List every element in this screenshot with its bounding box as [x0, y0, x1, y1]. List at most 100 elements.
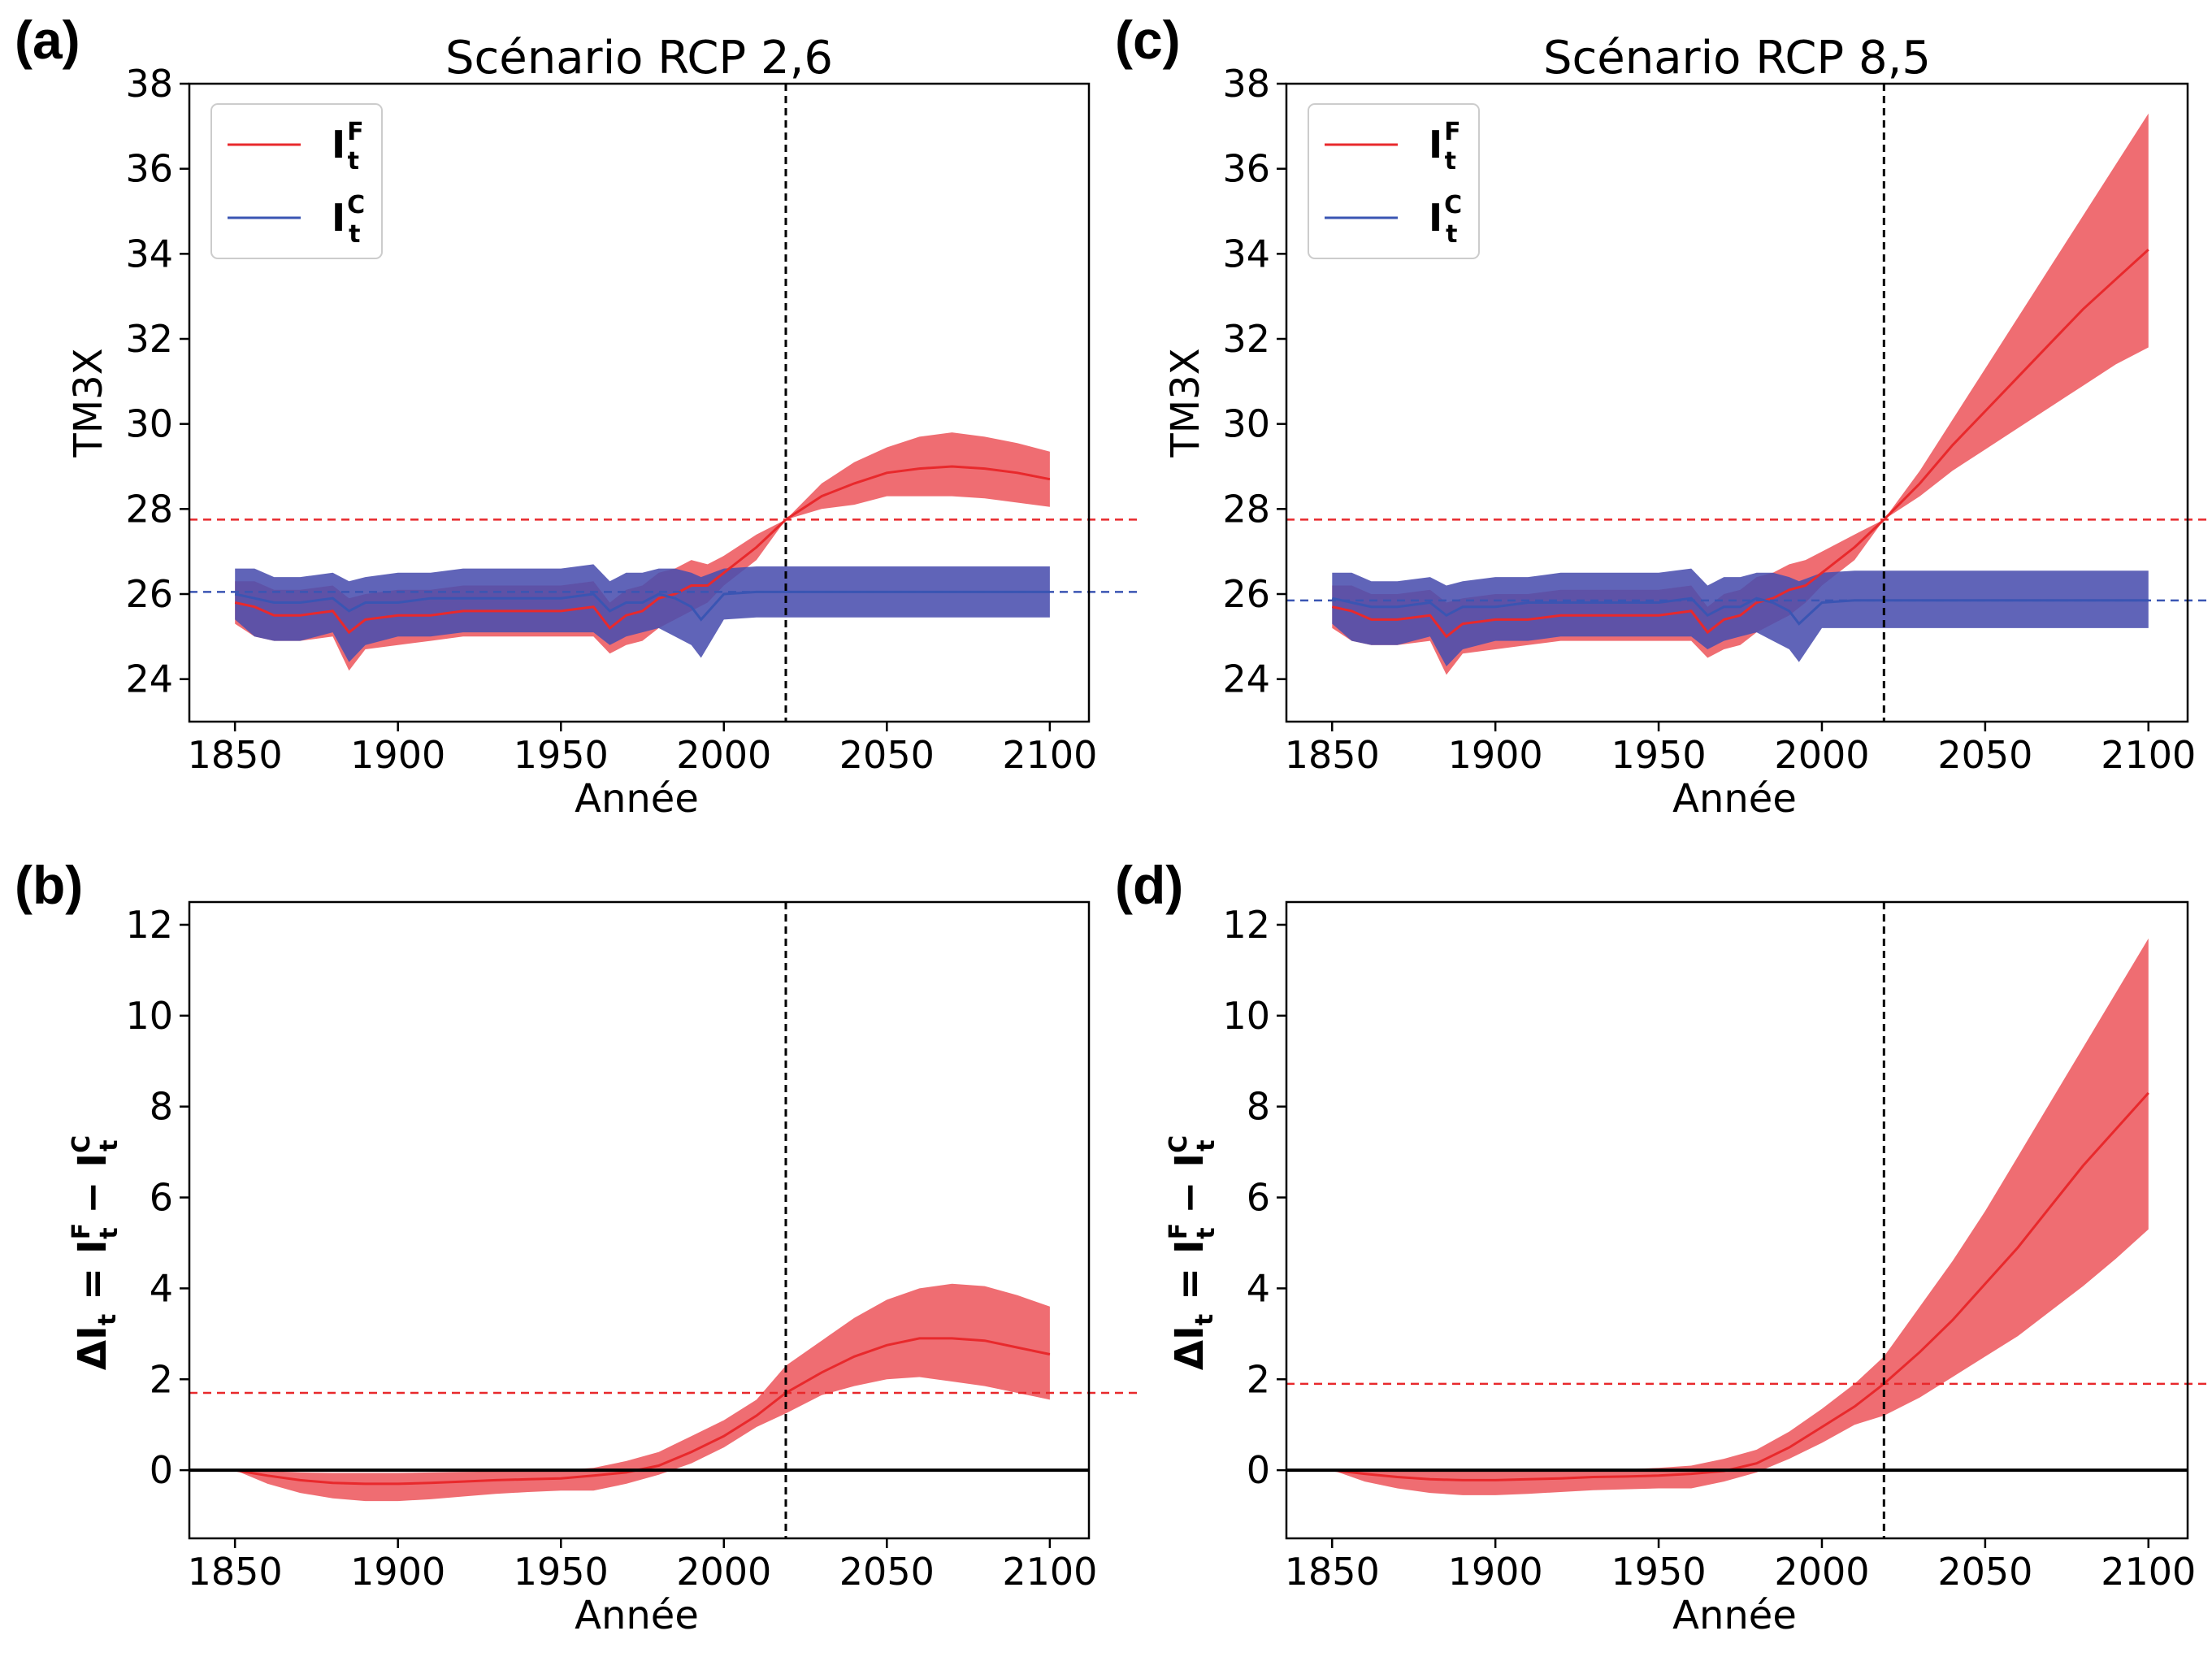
y-axis-label: ΔIt = IFt − ICt — [67, 1135, 124, 1370]
x-tick-label: 1850 — [188, 1550, 283, 1594]
x-tick-label: 1950 — [1611, 1550, 1707, 1594]
y-axis-label-part: t — [1192, 1140, 1221, 1152]
y-tick-label: 24 — [1222, 657, 1270, 701]
confidence-band-factual — [235, 1283, 1050, 1502]
y-axis-label-part: t — [95, 1140, 124, 1152]
y-tick-label: 12 — [1222, 903, 1270, 947]
x-tick-label: 2100 — [2101, 733, 2196, 777]
y-tick-label: 30 — [125, 402, 173, 446]
x-tick-label: 1850 — [1285, 733, 1380, 777]
y-tick-label: 4 — [1247, 1266, 1270, 1310]
y-tick-label: 26 — [1222, 572, 1270, 616]
y-tick-label: 2 — [1247, 1357, 1270, 1401]
y-tick-label: 6 — [150, 1176, 173, 1220]
y-tick-label: 6 — [1247, 1176, 1270, 1220]
x-axis-label: Année — [1672, 1593, 1797, 1638]
y-axis-label-part: F — [1165, 1223, 1193, 1240]
y-tick-label: 34 — [125, 232, 173, 275]
series-line-factual — [1331, 248, 2149, 639]
legend-box — [1308, 103, 1480, 259]
x-tick-label: 2100 — [1002, 733, 1097, 777]
y-tick-label: 32 — [1222, 317, 1270, 361]
y-tick-label: 34 — [1222, 232, 1270, 275]
y-tick-label: 12 — [125, 903, 173, 947]
y-axis-label-part: t — [95, 1227, 124, 1238]
legend-label-sup: F — [1444, 118, 1461, 146]
y-axis-label: TM3X — [1163, 348, 1208, 458]
legend-label-main: I — [1429, 196, 1442, 240]
y-tick-label: 36 — [125, 147, 173, 191]
confidence-band-factual — [1332, 938, 2149, 1495]
legend-label-factual: IF t — [1429, 118, 1461, 176]
x-tick-label: 1950 — [514, 733, 609, 777]
series-line-factual — [1332, 1091, 2149, 1481]
y-axis-label: TM3X — [66, 348, 111, 458]
legend-box — [210, 103, 383, 259]
y-axis-label-part: ΔI — [1167, 1325, 1212, 1370]
confidence-band-counterfactual — [1332, 568, 2149, 666]
y-tick-label: 4 — [150, 1266, 173, 1310]
y-axis-label-part: − I — [1167, 1153, 1212, 1228]
x-tick-label: 1850 — [188, 733, 283, 777]
y-tick-label: 10 — [125, 994, 173, 1038]
x-tick-label: 2100 — [2101, 1550, 2196, 1594]
x-axis-label: Année — [575, 1593, 699, 1638]
legend-label-factual: IF t — [332, 118, 364, 176]
x-tick-label: 1950 — [514, 1550, 609, 1594]
legend-label-sup: F — [347, 118, 364, 146]
legend-label-main: I — [332, 196, 345, 240]
y-axis-label-part: = I — [70, 1239, 115, 1314]
x-axis-label: Année — [575, 776, 699, 822]
x-tick-label: 1900 — [350, 733, 445, 777]
y-tick-label: 28 — [1222, 487, 1270, 531]
legend-label-sub: t — [1446, 220, 1457, 249]
y-axis-label-part: = I — [1167, 1239, 1212, 1314]
y-tick-label: 24 — [125, 657, 173, 701]
legend-label-sup: C — [347, 191, 365, 219]
plot-frame — [1285, 82, 2189, 723]
panel-c: (c) 1850 1900 1950 2000 2050 2100 24 26 28 30 32 34 3… — [1115, 10, 2209, 822]
plot-area — [234, 432, 1051, 671]
x-tick-label: 2100 — [1002, 1550, 1097, 1594]
y-tick-label: 28 — [125, 487, 173, 531]
y-tick-label: 8 — [1247, 1085, 1270, 1129]
panel-b: (b) 1850 1900 1950 2000 2050 2100 0 2 4 6 8 10 12 Anné… — [15, 855, 1138, 1638]
y-axis-label: ΔIt = IFt − ICt — [1165, 1135, 1221, 1370]
y-tick-label: 38 — [125, 62, 173, 106]
y-axis-label-part: t — [1191, 1314, 1219, 1325]
chart-title: Scénario RCP 2,6 — [445, 32, 833, 85]
y-axis-label-part: C — [67, 1135, 96, 1153]
panel-d: (d) 1850 1900 1950 2000 2050 2100 0 2 4 6 8 10 12 Anné… — [1115, 855, 2209, 1638]
x-tick-label: 2050 — [839, 733, 935, 777]
panel-label: (d) — [1115, 855, 1183, 915]
legend-label-sub: t — [348, 147, 359, 176]
series-line-factual — [234, 465, 1051, 635]
panel-a: (a) 1850 1900 1950 2000 2050 2100 24 26 28 30 32 34 3… — [15, 10, 1138, 822]
y-tick-label: 30 — [1222, 402, 1270, 446]
plot-frame — [1285, 900, 2189, 1540]
legend-label-main: I — [332, 123, 345, 167]
x-tick-label: 2050 — [1937, 733, 2032, 777]
x-tick-label: 1850 — [1285, 1550, 1380, 1594]
y-tick-label: 32 — [125, 317, 173, 361]
y-tick-label: 26 — [125, 572, 173, 616]
y-axis-label-part: t — [1192, 1227, 1221, 1238]
y-tick-label: 0 — [1247, 1448, 1270, 1492]
panel-label: (c) — [1115, 10, 1181, 70]
x-tick-label: 2000 — [676, 733, 771, 777]
plot-area — [1332, 938, 2149, 1495]
x-tick-label: 2000 — [1774, 1550, 1869, 1594]
y-axis-label-part: − I — [70, 1153, 115, 1228]
legend-label-sub: t — [1445, 147, 1456, 176]
series-line-counterfactual — [234, 590, 1050, 622]
y-tick-label: 10 — [1222, 994, 1270, 1038]
legend-label-sub: t — [349, 220, 360, 249]
plot-frame — [188, 900, 1091, 1540]
chart-title: Scénario RCP 8,5 — [1543, 32, 1931, 85]
plot-area — [1331, 113, 2149, 675]
y-axis-label-part: F — [67, 1223, 96, 1240]
legend-label-sup: C — [1444, 191, 1462, 219]
panel-label: (a) — [15, 10, 80, 70]
x-tick-label: 1900 — [1448, 1550, 1543, 1594]
